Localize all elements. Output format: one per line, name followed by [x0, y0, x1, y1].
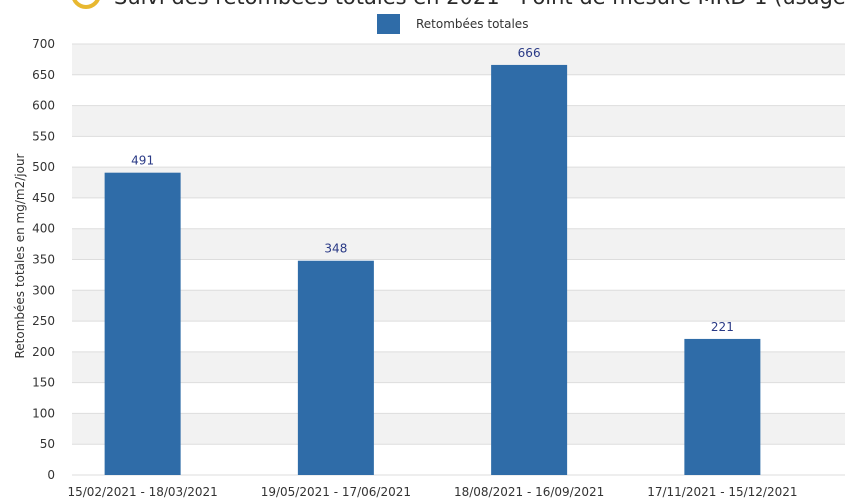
legend-label: Retombées totales	[416, 17, 529, 31]
grid-band	[72, 290, 845, 322]
y-tick-label: 450	[32, 191, 55, 205]
bar	[491, 64, 568, 475]
x-tick-label: 18/08/2021 - 16/09/2021	[454, 485, 604, 499]
y-tick-label: 100	[32, 406, 55, 420]
y-tick-label: 700	[32, 37, 55, 51]
y-tick-label: 250	[32, 314, 55, 328]
data-label: 491	[131, 154, 154, 168]
x-tick-label: 15/02/2021 - 18/03/2021	[67, 485, 217, 499]
sun-logo-icon	[72, 0, 100, 9]
y-tick-label: 0	[47, 468, 55, 482]
y-tick-label: 200	[32, 345, 55, 359]
data-label: 221	[711, 320, 734, 334]
bar	[297, 260, 374, 475]
x-tick-label: 17/11/2021 - 15/12/2021	[647, 485, 797, 499]
y-tick-label: 600	[32, 99, 55, 113]
chart-title: Suivi des retombées totales en 2021 - Po…	[114, 0, 845, 8]
grid-band	[72, 44, 845, 75]
x-tick-label: 19/05/2021 - 17/06/2021	[261, 485, 411, 499]
y-tick-label: 300	[32, 283, 55, 297]
bar	[684, 338, 761, 475]
bar	[104, 172, 181, 476]
y-tick-label: 500	[32, 160, 55, 174]
y-tick-label: 650	[32, 68, 55, 82]
y-tick-label: 400	[32, 222, 55, 236]
data-label: 348	[324, 242, 347, 256]
grid-band	[72, 228, 845, 260]
y-tick-label: 350	[32, 253, 55, 267]
data-label: 666	[518, 46, 541, 60]
y-tick-label: 550	[32, 129, 55, 143]
grid-band	[72, 167, 845, 198]
legend-swatch	[377, 14, 400, 34]
grid-band	[72, 105, 845, 137]
y-tick-label: 150	[32, 376, 55, 390]
y-tick-label: 50	[40, 437, 55, 451]
chart-title-bar: Suivi des retombées totales en 2021 - Po…	[0, 0, 845, 10]
y-axis-label: Retombées totales en mg/m2/jour	[13, 153, 27, 358]
